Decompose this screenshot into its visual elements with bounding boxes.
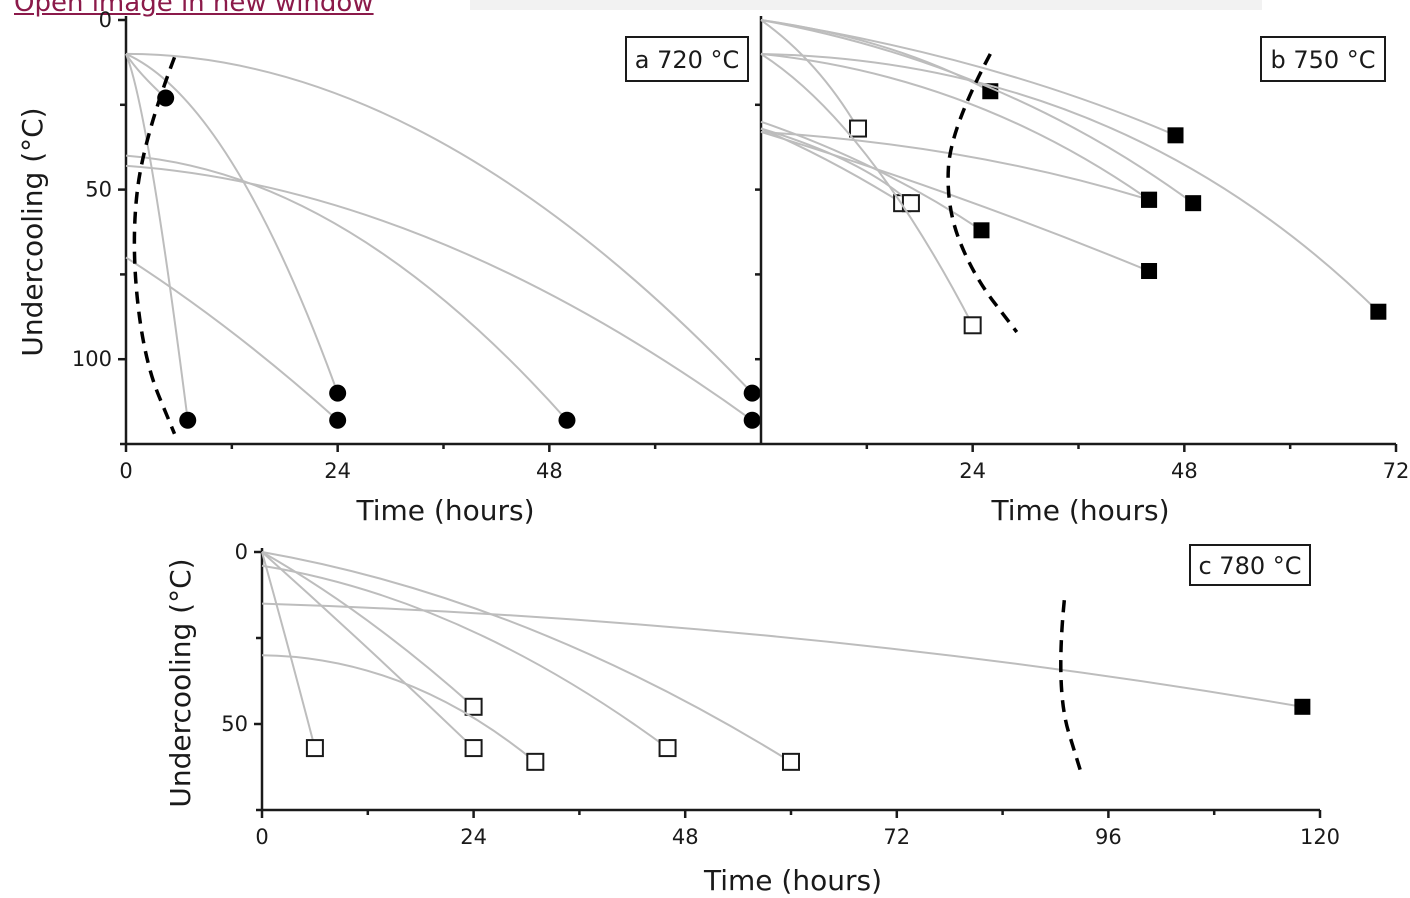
data-point-filled-square: [1141, 263, 1158, 280]
data-point-open-square: [464, 697, 483, 716]
panel-c: 0 24 48 72 96 120 0 50 Time (hours) Undercooling …: [164, 540, 1340, 897]
panel-label-box: [1189, 544, 1311, 586]
x-axis-title: Time (hours): [356, 494, 535, 527]
series-curve: [760, 52, 1150, 201]
series-curve: [261, 551, 792, 763]
series-curve: [125, 53, 339, 394]
data-point-open-square: [782, 752, 800, 771]
x-tick-label: 72: [1383, 459, 1410, 483]
data-point-open-square: [963, 316, 982, 335]
data-point-open-square: [526, 752, 545, 771]
data-point-filled-square: [1185, 195, 1202, 212]
series-curve: [125, 53, 189, 421]
data-point-open-square: [464, 739, 483, 758]
data-point-open-square: [658, 739, 677, 758]
series-curve: [760, 53, 974, 326]
panel-label: b 750 °C: [1270, 46, 1375, 74]
transition-boundary-dashed: [946, 53, 1019, 334]
data-point-open-square: [849, 119, 868, 138]
series-curve: [760, 19, 1176, 137]
data-point-filled-circle: [329, 411, 347, 429]
data-point-filled-square: [1294, 698, 1311, 715]
series-curve: [125, 52, 753, 394]
data-point-filled-square: [1141, 191, 1158, 208]
series-curve: [760, 130, 1150, 201]
series-curve: [125, 154, 568, 421]
x-axis-title: Time (hours): [991, 494, 1170, 527]
data-point-filled-square: [1167, 127, 1184, 144]
series-curve: [760, 19, 1194, 204]
series-curve: [760, 19, 859, 130]
data-point-filled-circle: [179, 411, 197, 429]
panel-label: c 780 °C: [1198, 552, 1301, 580]
transition-boundary-dashed: [1059, 599, 1084, 777]
panel-a: 0 24 48 0 50 100 Time (hours) Undercooling (°C)…: [16, 8, 761, 527]
x-tick-label: 120: [1300, 825, 1340, 849]
series-curve: [760, 127, 903, 205]
x-axis-title: Time (hours): [703, 864, 882, 897]
y-axis-title: Undercooling (°C): [164, 558, 197, 807]
x-tick-label: 48: [536, 459, 563, 483]
data-point-filled-circle: [157, 89, 175, 107]
y-tick-label: 100: [72, 347, 112, 371]
data-point-filled-square: [973, 222, 990, 239]
data-point-filled-square: [1370, 303, 1387, 320]
y-axis-title: Undercooling (°C): [16, 107, 49, 356]
series-curve: [261, 551, 316, 749]
x-tick-label: 48: [1171, 459, 1198, 483]
data-point-filled-circle: [743, 384, 761, 402]
header-strip: [470, 0, 1262, 10]
data-point-filled-circle: [558, 411, 576, 429]
series-curve: [261, 551, 475, 749]
series-curve: [261, 551, 475, 708]
panel-label-box: [625, 36, 749, 82]
series-curve: [760, 52, 1380, 313]
y-tick-label: 50: [85, 178, 112, 202]
data-point-open-square: [305, 739, 324, 758]
panel-label-box: [1260, 36, 1386, 82]
y-tick-label: 0: [99, 8, 112, 32]
transition-boundary-dashed: [132, 56, 177, 435]
x-tick-label: 24: [959, 459, 986, 483]
x-tick-label: 96: [1095, 825, 1122, 849]
y-tick-label: 0: [235, 540, 248, 564]
series-curve: [261, 564, 669, 749]
data-point-open-square: [901, 194, 920, 213]
series-curve: [760, 127, 912, 204]
series-curve: [261, 654, 536, 763]
x-tick-label: 24: [324, 459, 351, 483]
x-tick-label: 0: [255, 825, 268, 849]
series-curve: [125, 164, 753, 422]
data-point-filled-circle: [329, 384, 347, 402]
data-point-filled-circle: [743, 411, 761, 429]
open-image-link[interactable]: Open image in new window: [14, 0, 374, 18]
x-tick-label: 24: [460, 825, 487, 849]
x-tick-label: 0: [119, 459, 132, 483]
series-curve: [760, 130, 1150, 272]
x-tick-label: 48: [672, 825, 699, 849]
x-tick-label: 72: [883, 825, 910, 849]
series-curve: [125, 256, 339, 422]
series-curve: [261, 602, 1303, 708]
panel-b: 24 48 72 Time (hours) b 750 °C: [755, 16, 1409, 527]
panel-label: a 720 °C: [635, 46, 740, 74]
y-tick-label: 50: [221, 712, 248, 736]
